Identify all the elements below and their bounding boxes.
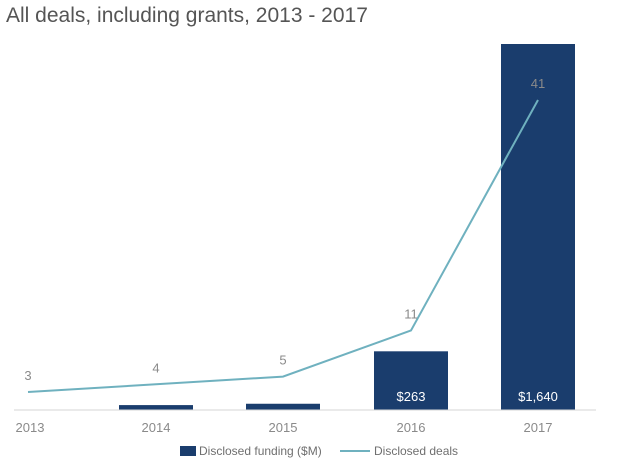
bar-2017 [501, 44, 575, 410]
bar-value-label-2017: $1,640 [518, 389, 558, 404]
x-tick-2013: 2013 [16, 420, 45, 435]
x-tick-2014: 2014 [142, 420, 171, 435]
deals-value-label-2014: 4 [152, 360, 159, 375]
deals-value-label-2016: 11 [404, 306, 418, 321]
legend: Disclosed funding ($M) Disclosed deals [180, 444, 458, 458]
legend-swatch-funding [180, 446, 196, 456]
bars-layer: $2 $22 $28 $263 $1,640 [23, 44, 575, 410]
legend-label-funding: Disclosed funding ($M) [199, 444, 322, 458]
x-tick-2016: 2016 [397, 420, 426, 435]
chart-title: All deals, including grants, 2013 - 2017 [6, 4, 368, 27]
bar-value-label-2013: $2 [23, 389, 37, 404]
x-tick-2015: 2015 [269, 420, 298, 435]
bar-value-label-2016: $263 [397, 389, 426, 404]
x-tick-2017: 2017 [524, 420, 553, 435]
deals-line [27, 99, 539, 393]
legend-label-deals: Disclosed deals [374, 444, 458, 458]
deals-value-label-2013: 3 [24, 368, 31, 383]
bar-2015 [246, 403, 320, 410]
deals-value-label-2017: 41 [531, 76, 545, 91]
bar-value-label-2014: $22 [145, 389, 167, 404]
deals-value-label-2015: 5 [279, 353, 286, 368]
x-axis: 2013 2014 2015 2016 2017 [14, 409, 596, 435]
bar-2014 [119, 405, 193, 410]
bar-2016 [374, 351, 448, 410]
bar-value-label-2015: $28 [272, 389, 294, 404]
line-layer: 3 4 5 11 41 [24, 76, 545, 393]
